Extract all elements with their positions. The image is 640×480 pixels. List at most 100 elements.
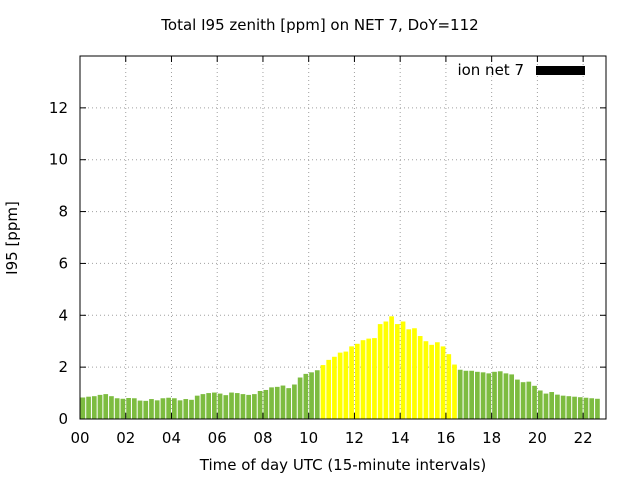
- bar: [480, 372, 486, 419]
- y-tick-label: 4: [58, 306, 68, 324]
- bar: [463, 370, 469, 419]
- bar: [532, 385, 537, 419]
- y-tick-label: 10: [49, 151, 68, 169]
- bar: [223, 395, 229, 419]
- bar: [412, 328, 417, 419]
- bar: [577, 397, 583, 419]
- y-tick-label: 8: [58, 203, 68, 221]
- bar: [469, 370, 474, 419]
- x-tick-label: 22: [574, 429, 593, 447]
- bar: [263, 389, 269, 419]
- bar: [475, 371, 480, 419]
- bar: [509, 374, 515, 419]
- bar: [486, 373, 492, 419]
- bar: [332, 356, 337, 419]
- bar: [337, 352, 343, 419]
- bar: [595, 398, 600, 419]
- bar: [206, 393, 211, 419]
- bar: [520, 382, 526, 419]
- bar: [566, 396, 572, 419]
- bar: [297, 377, 303, 419]
- bar: [326, 359, 332, 419]
- bar: [252, 394, 257, 419]
- bar: [126, 398, 131, 419]
- bar: [109, 396, 114, 419]
- bar: [343, 351, 349, 419]
- bar: [555, 394, 560, 419]
- bar: [314, 370, 320, 419]
- bar: [543, 393, 549, 419]
- bar: [549, 392, 555, 419]
- bar: [366, 338, 372, 419]
- bars: [80, 316, 600, 419]
- bar: [229, 392, 234, 419]
- bar: [171, 398, 177, 419]
- bar: [320, 365, 326, 419]
- x-tick-label: 02: [116, 429, 135, 447]
- bar: [417, 336, 423, 419]
- bar: [194, 395, 200, 419]
- bar: [309, 372, 314, 419]
- ticks: [79, 56, 606, 420]
- bar: [257, 391, 263, 419]
- bar: [560, 395, 566, 419]
- bar: [377, 324, 383, 419]
- x-tick-label: 04: [162, 429, 181, 447]
- bar: [303, 373, 309, 419]
- bar: [137, 400, 143, 419]
- bar: [280, 385, 286, 419]
- bar: [160, 398, 166, 419]
- bar: [400, 321, 406, 419]
- bar: [80, 397, 86, 419]
- bar: [515, 379, 520, 419]
- y-axis-label: I95 [ppm]: [3, 201, 21, 275]
- y-tick-label: 12: [49, 99, 68, 117]
- legend-label: ion net 7: [457, 61, 524, 79]
- x-tick-label: 08: [253, 429, 272, 447]
- bar: [434, 342, 440, 419]
- bar: [286, 388, 292, 419]
- bar: [372, 338, 377, 419]
- bar: [234, 393, 240, 419]
- x-tick-label: 00: [70, 429, 89, 447]
- bar: [177, 400, 183, 419]
- bar: [349, 346, 354, 419]
- bar: [429, 344, 434, 419]
- bar: [583, 397, 589, 419]
- bar: [383, 321, 389, 419]
- plot-frame: [79, 55, 607, 420]
- x-axis-label: Time of day UTC (15-minute intervals): [199, 456, 487, 474]
- bar: [154, 400, 160, 419]
- bar: [103, 394, 109, 419]
- bar: [246, 394, 252, 419]
- bar: [120, 398, 126, 419]
- bar: [91, 396, 97, 419]
- bar: [423, 341, 429, 419]
- bar: [86, 396, 91, 419]
- bar: [503, 373, 509, 419]
- bar: [166, 397, 171, 419]
- y-tick-label: 6: [58, 254, 68, 272]
- bar: [526, 381, 532, 419]
- x-tick-label: 18: [482, 429, 501, 447]
- bar: [269, 387, 274, 419]
- bar: [183, 399, 189, 419]
- bar: [292, 384, 297, 419]
- x-tick-label: 10: [299, 429, 318, 447]
- bar: [457, 369, 463, 419]
- bar: [572, 396, 577, 419]
- bar: [131, 398, 137, 419]
- x-tick-label: 16: [436, 429, 455, 447]
- bar: [97, 394, 103, 419]
- bar: [240, 394, 246, 419]
- x-tick-label: 12: [345, 429, 364, 447]
- bar: [406, 329, 412, 419]
- bar: [217, 393, 223, 419]
- bar: [149, 399, 154, 419]
- bar: [589, 398, 595, 419]
- bar: [394, 324, 400, 419]
- bar: [212, 392, 217, 419]
- x-tick-label: 20: [528, 429, 547, 447]
